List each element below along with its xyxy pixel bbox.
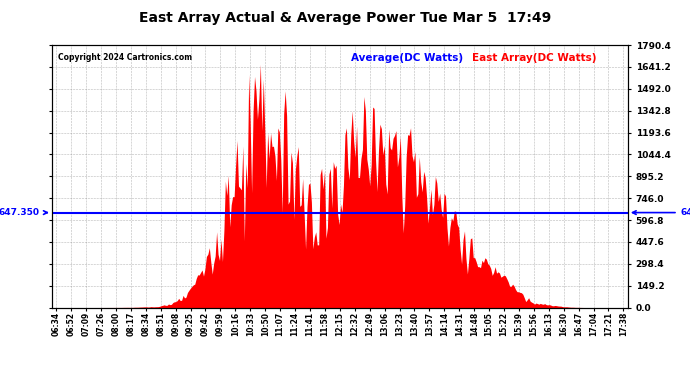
Text: East Array(DC Watts): East Array(DC Watts)	[473, 53, 597, 63]
Text: Copyright 2024 Cartronics.com: Copyright 2024 Cartronics.com	[57, 53, 192, 62]
Text: 647.350: 647.350	[633, 208, 690, 217]
Text: East Array Actual & Average Power Tue Mar 5  17:49: East Array Actual & Average Power Tue Ma…	[139, 11, 551, 25]
Text: Average(DC Watts): Average(DC Watts)	[351, 53, 464, 63]
Text: 647.350: 647.350	[0, 208, 47, 217]
